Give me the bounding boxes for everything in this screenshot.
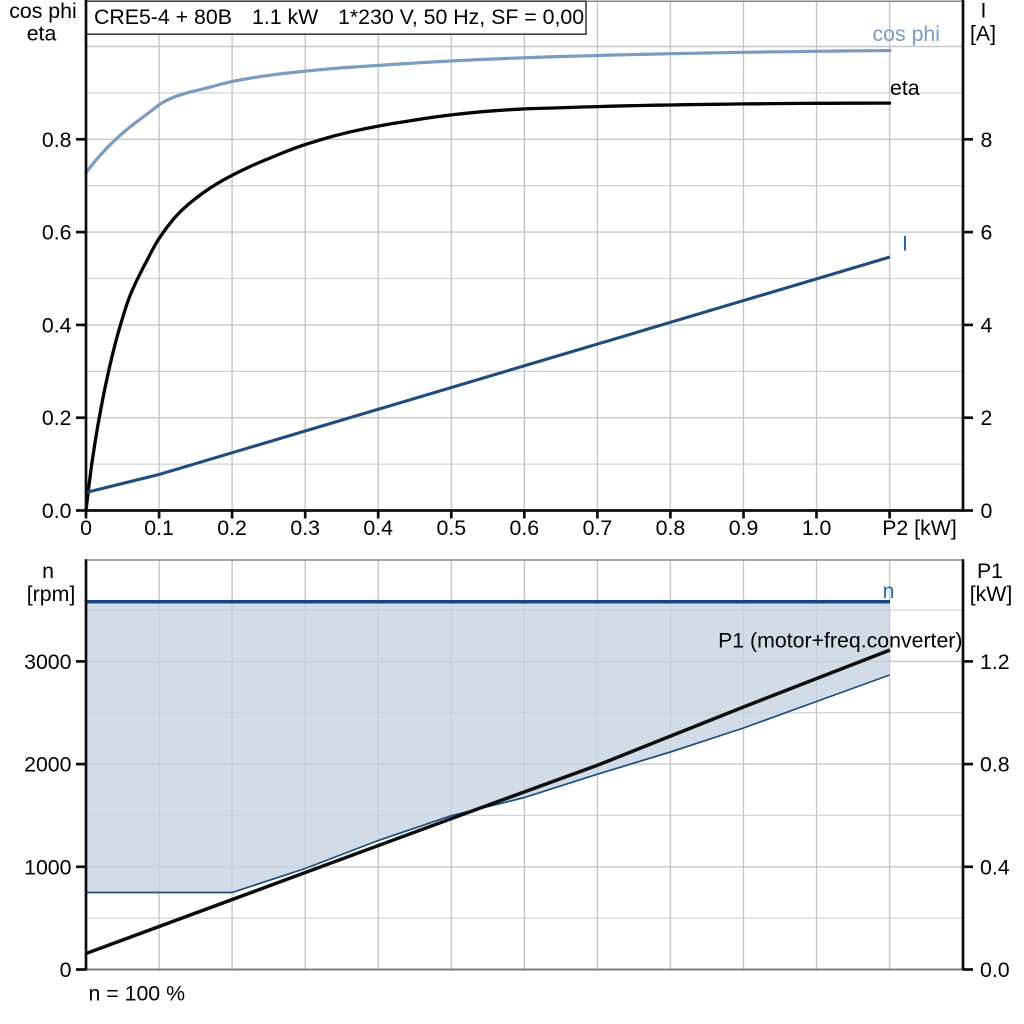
svg-text:0.4: 0.4: [363, 516, 393, 540]
svg-text:[kW]: [kW]: [970, 582, 1013, 606]
svg-text:0.9: 0.9: [729, 516, 759, 540]
svg-text:1.1 kW: 1.1 kW: [252, 5, 319, 29]
svg-text:0.4: 0.4: [42, 313, 72, 337]
svg-text:0.0: 0.0: [42, 499, 72, 523]
svg-text:eta: eta: [27, 22, 57, 46]
svg-text:1*230 V, 50 Hz, SF = 0,00: 1*230 V, 50 Hz, SF = 0,00: [338, 5, 584, 29]
svg-text:0.8: 0.8: [980, 753, 1010, 777]
svg-text:n = 100 %: n = 100 %: [89, 982, 186, 1006]
svg-text:0.2: 0.2: [42, 406, 72, 430]
svg-text:0.0: 0.0: [980, 958, 1010, 982]
svg-text:cos phi: cos phi: [9, 0, 76, 23]
svg-text:[A]: [A]: [970, 22, 996, 46]
svg-text:2000: 2000: [24, 753, 72, 777]
svg-text:0.1: 0.1: [144, 516, 174, 540]
svg-text:I: I: [902, 232, 908, 256]
svg-text:0.8: 0.8: [656, 516, 686, 540]
svg-text:3000: 3000: [24, 650, 72, 674]
svg-text:0.5: 0.5: [436, 516, 466, 540]
svg-text:8: 8: [981, 128, 993, 152]
svg-text:0.7: 0.7: [583, 516, 613, 540]
svg-text:0.6: 0.6: [509, 516, 539, 540]
svg-text:[rpm]: [rpm]: [27, 582, 76, 606]
svg-text:6: 6: [981, 221, 993, 245]
svg-text:0: 0: [60, 958, 72, 982]
svg-text:CRE5-4 + 80B: CRE5-4 + 80B: [94, 5, 232, 29]
svg-text:1.0: 1.0: [802, 516, 832, 540]
svg-text:0.4: 0.4: [980, 855, 1010, 879]
svg-text:P1: P1: [977, 559, 1003, 583]
svg-text:1.2: 1.2: [980, 650, 1010, 674]
svg-text:cos phi: cos phi: [873, 22, 940, 46]
svg-text:I: I: [981, 0, 987, 23]
svg-text:0.6: 0.6: [42, 221, 72, 245]
svg-text:P2 [kW]: P2 [kW]: [882, 516, 957, 540]
svg-text:n: n: [42, 559, 54, 583]
svg-text:0: 0: [80, 516, 92, 540]
svg-text:0.2: 0.2: [217, 516, 247, 540]
svg-text:1000: 1000: [24, 855, 72, 879]
svg-text:0: 0: [981, 499, 993, 523]
svg-text:n: n: [883, 579, 895, 603]
svg-text:4: 4: [981, 313, 993, 337]
svg-text:0.8: 0.8: [42, 128, 72, 152]
svg-text:P1 (motor+freq.converter): P1 (motor+freq.converter): [718, 629, 962, 653]
svg-text:eta: eta: [890, 76, 920, 100]
svg-text:2: 2: [981, 406, 993, 430]
svg-text:0.3: 0.3: [290, 516, 320, 540]
